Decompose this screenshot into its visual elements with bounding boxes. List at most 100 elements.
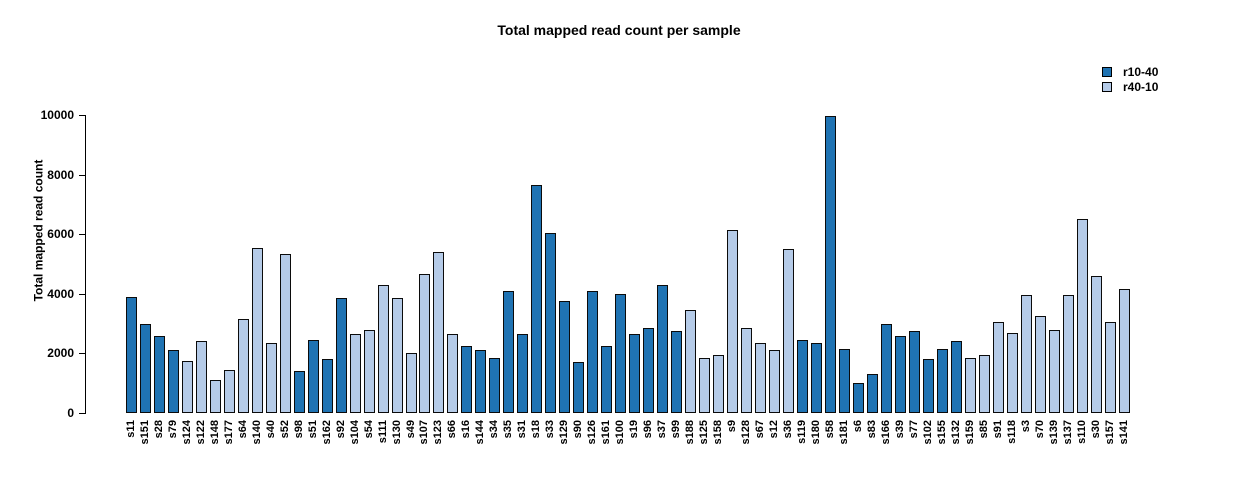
bar-s151 [139,324,151,413]
bar-s119 [797,340,809,413]
x-tick-label-s34: s34 [488,420,501,439]
bar-s33 [545,233,557,413]
x-tick-label-s51: s51 [306,420,319,439]
x-tick-label-s180: s180 [810,420,823,445]
bar-s130 [391,298,403,413]
bar-s98 [293,371,305,413]
bar-s141 [1118,289,1130,413]
bar-s180 [811,343,823,413]
x-tick-label-s92: s92 [334,420,347,439]
bar-s92 [335,298,347,413]
bar-s125 [699,358,711,413]
bar-s18 [531,185,543,413]
bar-s90 [573,362,585,413]
x-tick-label-s148: s148 [208,420,221,445]
bar-s12 [769,350,781,413]
bar-s54 [363,330,375,413]
x-tick-label-s9: s9 [726,420,739,433]
bar-s148 [209,380,221,413]
legend-swatch-r40-10 [1102,82,1112,92]
bar-s58 [825,116,837,413]
x-tick-label-s158: s158 [712,420,725,445]
x-tick-label-s3: s3 [1020,420,1033,433]
bar-s30 [1091,276,1102,413]
legend: r10-40 r40-10 [1102,65,1158,95]
x-tick-label-s12: s12 [768,420,781,439]
bar-s64 [237,319,249,413]
x-tick-label-s125: s125 [698,420,711,445]
x-tick-label-s85: s85 [978,420,991,439]
bar-s40 [265,343,277,413]
x-tick-label-s132: s132 [950,420,963,445]
legend-label-r40-10: r40-10 [1123,80,1159,94]
bar-s19 [629,334,641,413]
x-tick-label-s140: s140 [250,420,263,445]
x-tick-label-s166: s166 [880,420,893,445]
bar-s6 [853,383,865,413]
bar-s159 [965,358,977,413]
x-tick-label-s98: s98 [292,420,305,439]
x-tick-label-s151: s151 [138,420,151,445]
x-tick-label-s31: s31 [516,420,529,439]
y-tick-label: 0 [67,406,74,420]
bar-s83 [867,374,879,413]
x-tick-label-s16: s16 [460,420,473,439]
y-tick-mark [79,293,85,295]
bar-s31 [517,334,529,413]
bar-s126 [587,291,599,413]
bar-s181 [839,349,851,413]
bar-s79 [167,350,179,413]
x-tick-label-s18: s18 [530,420,543,439]
bar-s124 [181,361,193,413]
x-tick-label-s137: s137 [1062,420,1075,445]
x-tick-label-s161: s161 [600,420,613,445]
x-tick-label-s157: s157 [1104,420,1116,445]
x-tick-label-s124: s124 [180,420,193,445]
x-tick-label-s66: s66 [446,420,459,439]
y-tick-mark [79,413,85,414]
x-tick-label-s128: s128 [740,420,753,445]
bar-s161 [601,346,613,413]
x-tick-label-s177: s177 [222,420,235,445]
bar-s140 [251,248,263,413]
x-tick-label-s188: s188 [684,420,697,445]
bar-s188 [685,310,697,413]
bar-s158 [713,355,725,413]
x-tick-label-s30: s30 [1090,420,1102,439]
legend-label-r10-40: r10-40 [1123,65,1159,79]
bar-s85 [979,355,991,413]
x-tick-label-s11: s11 [124,420,137,438]
x-tick-label-s79: s79 [166,420,179,439]
x-tick-label-s28: s28 [152,420,165,439]
bar-s122 [195,341,207,413]
x-tick-label-s155: s155 [936,420,949,445]
bar-s129 [559,301,571,413]
bar-s49 [405,353,417,413]
bar-s132 [951,341,963,413]
bar-s91 [993,322,1005,413]
bar-s123 [433,252,445,413]
bar-s162 [321,359,333,413]
bar-s37 [657,285,669,413]
bar-s35 [503,291,515,413]
bar-s66 [447,334,459,413]
bar-s51 [307,340,319,413]
bar-s144 [475,350,487,413]
bar-s52 [279,254,291,413]
x-tick-label-s58: s58 [824,420,837,439]
x-tick-label-s129: s129 [558,420,571,445]
x-tick-label-s107: s107 [418,420,431,445]
bar-s100 [615,294,627,413]
x-tick-label-s90: s90 [572,420,585,439]
bar-s28 [153,336,165,413]
y-tick-label: 8000 [47,167,74,182]
x-tick-label-s33: s33 [544,420,557,439]
x-tick-label-s130: s130 [390,420,403,445]
x-tick-label-s118: s118 [1006,420,1019,444]
x-tick-label-s83: s83 [866,420,879,439]
bar-s34 [489,358,501,413]
x-tick-label-s162: s162 [320,420,333,445]
y-tick-mark [79,174,85,176]
x-tick-label-s77: s77 [908,420,921,439]
